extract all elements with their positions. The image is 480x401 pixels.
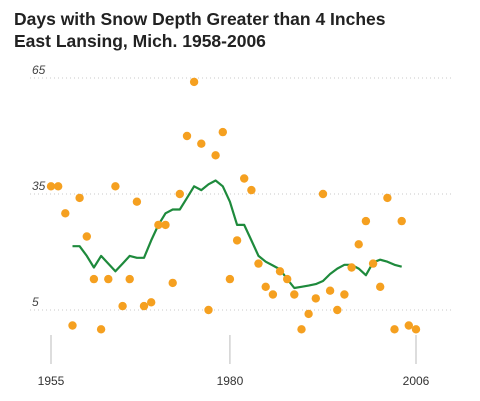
data-point — [254, 259, 263, 268]
data-point — [125, 274, 134, 284]
x-tick-label: 1980 — [217, 374, 244, 388]
data-point — [161, 220, 170, 230]
y-tick-label: 65 — [32, 63, 46, 77]
data-point — [168, 278, 177, 288]
data-point — [182, 131, 192, 141]
data-point — [290, 290, 299, 299]
data-point — [240, 174, 249, 183]
data-point — [411, 325, 421, 334]
x-tick-label: 2006 — [403, 374, 430, 388]
data-point — [333, 305, 342, 315]
data-point — [175, 189, 184, 199]
data-point — [340, 290, 349, 299]
data-point — [147, 298, 156, 307]
data-point — [390, 325, 399, 334]
data-point — [189, 77, 199, 87]
data-point — [139, 301, 149, 311]
chart-subtitle: East Lansing, Mich. 1958-2006 — [14, 31, 266, 51]
y-tick-label: 35 — [32, 179, 46, 193]
data-point — [325, 286, 335, 295]
data-point — [232, 236, 242, 245]
data-point — [75, 193, 84, 203]
data-point — [89, 274, 99, 284]
data-point — [275, 267, 285, 276]
data-point — [297, 325, 306, 334]
data-point — [54, 182, 63, 191]
data-point — [61, 209, 70, 218]
data-point — [261, 282, 270, 291]
data-point — [347, 263, 356, 272]
data-point — [104, 274, 113, 284]
data-point — [132, 197, 142, 206]
data-point — [247, 185, 256, 195]
x-tick-label: 1955 — [38, 374, 65, 388]
data-point — [361, 216, 371, 226]
chart-title: Days with Snow Depth Greater than 4 Inch… — [14, 9, 386, 29]
data-point — [397, 216, 406, 226]
data-point — [376, 282, 385, 291]
data-point — [46, 182, 56, 191]
data-point — [283, 274, 292, 284]
data-point — [68, 321, 77, 330]
data-point — [118, 301, 127, 311]
data-point — [204, 305, 213, 315]
data-point — [82, 232, 92, 241]
data-point — [154, 220, 163, 230]
data-point — [311, 294, 320, 303]
data-point — [304, 309, 313, 319]
data-point — [383, 193, 392, 203]
data-points-layer — [46, 77, 421, 334]
moving-average-line — [72, 179, 402, 290]
data-point — [404, 321, 413, 330]
data-point — [96, 325, 106, 334]
data-point — [197, 139, 206, 148]
data-point — [318, 189, 328, 199]
data-point — [368, 259, 378, 268]
data-point — [111, 182, 120, 191]
chart-title-block: Days with Snow Depth Greater than 4 Inch… — [14, 8, 385, 52]
data-point — [211, 151, 220, 160]
data-point — [218, 127, 227, 137]
axis-layer: 65 35 5 1955 1980 2006 — [32, 63, 430, 388]
y-tick-label: 5 — [32, 295, 39, 309]
data-point — [268, 290, 278, 299]
data-point — [354, 240, 363, 249]
data-point — [225, 274, 235, 284]
trend-line-layer — [72, 179, 402, 290]
